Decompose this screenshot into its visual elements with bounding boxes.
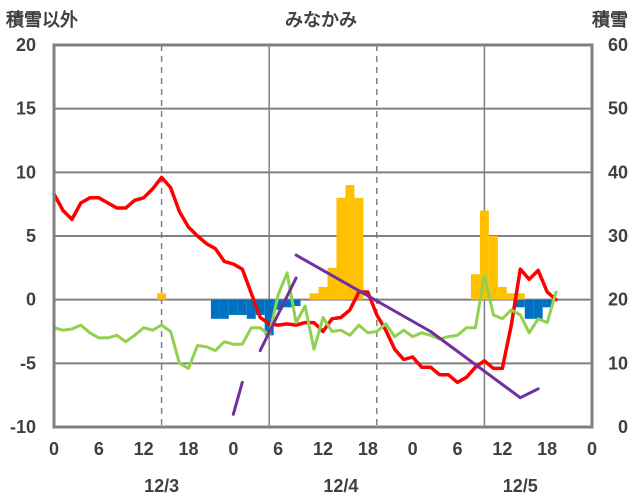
ytick-left-label: -5: [20, 353, 36, 373]
xtick-label: 12: [134, 439, 154, 459]
ytick-right-label: 60: [608, 35, 628, 55]
ytick-left-label: 5: [26, 226, 36, 246]
bar-precip: [273, 299, 283, 310]
xtick-label: 18: [537, 439, 557, 459]
ytick-right-label: 50: [608, 99, 628, 119]
ytick-right-label: 30: [608, 226, 628, 246]
line-purple: [429, 330, 522, 400]
ytick-left-label: 15: [16, 99, 36, 119]
date-label: 12/5: [503, 476, 538, 496]
bar-precip: [237, 299, 247, 315]
bar-snowfall: [479, 210, 489, 300]
bar-snowfall: [354, 197, 364, 300]
bar-snowfall: [327, 267, 337, 300]
bar-snowfall: [336, 197, 346, 300]
date-label: 12/3: [144, 476, 179, 496]
ytick-left-label: 10: [16, 162, 36, 182]
xtick-label: 12: [492, 439, 512, 459]
bar-precip: [291, 299, 301, 307]
line-purple: [231, 380, 244, 416]
line-purple: [294, 253, 433, 333]
grid: [54, 45, 592, 427]
xtick-label: 0: [587, 439, 597, 459]
bar-precip: [255, 299, 265, 315]
date-label: 12/4: [323, 476, 358, 496]
line-red: [52, 175, 558, 385]
ytick-right-label: 40: [608, 162, 628, 182]
bar-precip: [533, 299, 543, 319]
bar-precip: [515, 299, 525, 308]
xtick-label: 6: [452, 439, 462, 459]
bar-precip: [542, 299, 552, 308]
bar-snowfall: [157, 293, 167, 300]
bar-precip: [524, 299, 534, 319]
plot-frame: [52, 43, 594, 429]
ytick-right-label: 20: [608, 290, 628, 310]
ytick-left-label: 20: [16, 35, 36, 55]
bar-precip: [264, 299, 274, 336]
xtick-label: 6: [273, 439, 283, 459]
xtick-label: 0: [49, 439, 59, 459]
xtick-label: 18: [358, 439, 378, 459]
xtick-label: 6: [94, 439, 104, 459]
bar-snowfall: [318, 286, 328, 300]
ytick-left-label: 0: [26, 290, 36, 310]
bar-snowfall: [506, 293, 516, 300]
bar-precip: [282, 299, 292, 308]
bar-snowfall: [470, 274, 480, 300]
xtick-label: 0: [408, 439, 418, 459]
bar-snowfall: [515, 293, 525, 300]
xtick-label: 0: [228, 439, 238, 459]
right-axis-label: 積雪: [591, 9, 628, 30]
chart-title: みなかみ: [285, 10, 357, 30]
bar-snowfall: [309, 293, 319, 300]
xtick-label: 18: [178, 439, 198, 459]
bar-precip: [228, 299, 238, 315]
ytick-right-label: 0: [618, 417, 628, 437]
bar-snowfall: [345, 185, 355, 300]
series-lines: [52, 175, 558, 429]
ytick-left-label: -10: [10, 417, 36, 437]
bars: [157, 185, 552, 336]
bar-precip: [210, 299, 220, 319]
xtick-label: 12: [313, 439, 333, 459]
bar-snowfall: [488, 236, 498, 300]
bar-precip: [246, 299, 256, 319]
line-purple: [258, 276, 298, 353]
left-axis-label: 積雪以外: [5, 9, 78, 30]
line-green: [52, 271, 558, 370]
line-purple: [518, 387, 540, 400]
ytick-right-label: 10: [608, 353, 628, 373]
bar-precip: [219, 299, 229, 319]
bar-snowfall: [497, 286, 507, 300]
